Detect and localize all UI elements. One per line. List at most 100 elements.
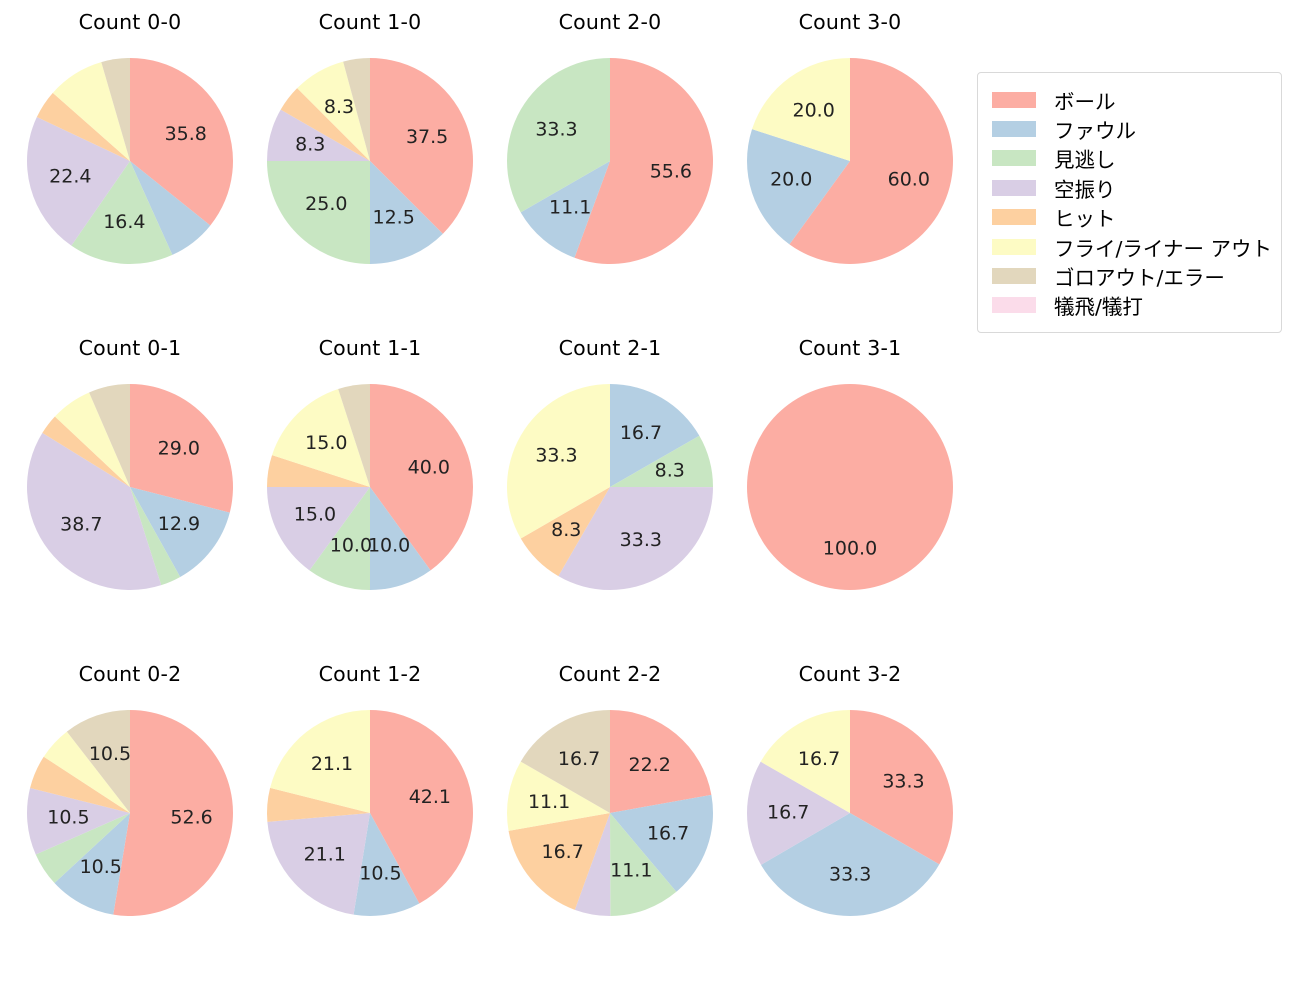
pie-slice[interactable]: [43, 731, 130, 813]
pie-slice[interactable]: [309, 486, 370, 590]
pie-chart-title: Count 1-0: [318, 10, 422, 34]
pie-slice[interactable]: [760, 709, 850, 813]
pie-slice[interactable]: [54, 391, 130, 487]
pie-slice[interactable]: [272, 388, 370, 487]
pie-slice[interactable]: [752, 57, 850, 161]
pie-slice-value-label: 10.5: [89, 743, 131, 765]
pie-slice[interactable]: [574, 57, 713, 264]
pie-slice-value-label: 60.0: [888, 168, 930, 190]
pie-slice[interactable]: [370, 57, 473, 234]
pie-slice[interactable]: [558, 486, 713, 590]
pie-chart-title: Count 3-0: [798, 10, 902, 34]
pie-slice[interactable]: [338, 383, 370, 487]
pie-slice[interactable]: [52, 61, 130, 161]
pie-slice[interactable]: [610, 709, 712, 813]
pie-chart-cell: Count 3-0 60.0 20.0 20.0: [730, 12, 970, 322]
pie-slice[interactable]: [267, 160, 370, 264]
pie-slice-value-label: 16.7: [542, 841, 584, 863]
pie-slice[interactable]: [130, 486, 181, 585]
pie-slice[interactable]: [89, 383, 130, 487]
pie-slice-value-label: 10.5: [80, 855, 122, 877]
pie-slice[interactable]: [266, 787, 370, 822]
pie-slice[interactable]: [130, 160, 211, 255]
pie-slice[interactable]: [507, 57, 610, 212]
pie-slice[interactable]: [267, 454, 370, 487]
pie-slice[interactable]: [520, 709, 610, 813]
pie-slice-value-label: 8.3: [295, 133, 325, 155]
pie-slice[interactable]: [761, 812, 940, 916]
pie-slice[interactable]: [113, 709, 233, 916]
pie-chart-title: Count 1-1: [318, 336, 422, 360]
pie-slice[interactable]: [343, 57, 370, 161]
pie-slice[interactable]: [267, 109, 370, 161]
pie-slice[interactable]: [267, 486, 370, 570]
pie-slice[interactable]: [370, 383, 474, 570]
pie-chart-cell: Count 3-1 100.0: [730, 338, 970, 648]
legend-item[interactable]: 犠飛/犠打: [992, 291, 1269, 320]
pie-slice[interactable]: [370, 709, 474, 903]
pie-slice[interactable]: [610, 435, 714, 487]
legend-swatch-icon: [992, 238, 1036, 255]
pie-slice[interactable]: [66, 709, 130, 813]
pie-slice[interactable]: [610, 812, 677, 916]
pie-slice[interactable]: [130, 486, 230, 577]
pie-chart-svg: 52.6 10.5 10.5 10.5: [26, 709, 233, 916]
pie-slice[interactable]: [353, 812, 420, 916]
pie-slice[interactable]: [747, 761, 850, 865]
pie-slice[interactable]: [26, 116, 131, 246]
pie-slice[interactable]: [270, 709, 370, 813]
legend-item[interactable]: ヒット: [992, 203, 1269, 232]
legend-item[interactable]: ファウル: [992, 114, 1269, 143]
legend-item-label: 空振り: [1054, 177, 1116, 202]
pie-slice[interactable]: [610, 383, 700, 487]
pie-slice[interactable]: [370, 486, 431, 590]
pie-slice[interactable]: [27, 432, 162, 590]
pie-slice[interactable]: [507, 761, 610, 831]
pie-slice[interactable]: [71, 160, 173, 264]
legend-item[interactable]: ゴロアウト/エラー: [992, 261, 1269, 290]
pie-slice-value-label: 22.4: [49, 165, 91, 187]
pie-slice[interactable]: [574, 812, 611, 916]
pie-slice[interactable]: [520, 486, 610, 576]
pie-slice[interactable]: [789, 57, 953, 264]
pie-slice[interactable]: [101, 57, 130, 161]
pie-slice-value-label: 16.7: [798, 748, 840, 770]
pie-slice[interactable]: [370, 160, 443, 264]
pie-slice[interactable]: [297, 61, 370, 161]
pie-slice[interactable]: [747, 383, 953, 590]
pie-slice[interactable]: [42, 415, 130, 487]
legend-swatch-icon: [992, 121, 1036, 138]
pie-slice[interactable]: [746, 128, 850, 244]
pie-slice-value-label: 52.6: [170, 806, 212, 828]
pie-slice[interactable]: [520, 160, 610, 258]
pie-slice[interactable]: [508, 812, 610, 910]
pie-slice[interactable]: [850, 709, 953, 864]
pie-slice-value-label: 20.0: [770, 168, 812, 190]
pie-slice[interactable]: [610, 794, 714, 892]
pie-slice-value-label: 33.3: [535, 444, 577, 466]
pie-slice[interactable]: [30, 756, 131, 813]
pie-slice[interactable]: [26, 787, 130, 854]
pie-slice[interactable]: [130, 57, 234, 225]
pie-chart-svg: 60.0 20.0 20.0: [746, 57, 953, 264]
pie-slice[interactable]: [280, 87, 370, 161]
pie-chart-svg: 55.6 11.1 33.3: [507, 57, 713, 264]
pie-slice[interactable]: [130, 383, 233, 513]
pie-slice-value-label: 38.7: [60, 513, 102, 535]
legend-item[interactable]: 空振り: [992, 173, 1269, 202]
legend-item[interactable]: 見逃し: [992, 144, 1269, 173]
pie-slice[interactable]: [36, 92, 130, 161]
pie-chart-cell: Count 3-2 33.3 33.3 16.7 16.7: [730, 664, 970, 974]
legend-item[interactable]: ボール: [992, 85, 1269, 114]
pie-slice[interactable]: [35, 812, 131, 883]
pie-slice[interactable]: [506, 383, 610, 539]
pie-slice-value-label: 55.6: [650, 160, 692, 182]
legend-swatch-icon: [992, 179, 1036, 196]
pie-chart-cell: Count 0-1 29.0 12.9 38.7: [10, 338, 250, 648]
pie-slice[interactable]: [54, 812, 130, 915]
pie-chart-title: Count 0-1: [78, 336, 182, 360]
pie-slice[interactable]: [267, 812, 370, 915]
pie-chart-cell: Count 0-2 52.6 10.5 10.5 10.5: [10, 664, 250, 974]
legend-item[interactable]: フライ/ライナー アウト: [992, 232, 1272, 261]
pie-chart-title: Count 3-1: [798, 336, 902, 360]
